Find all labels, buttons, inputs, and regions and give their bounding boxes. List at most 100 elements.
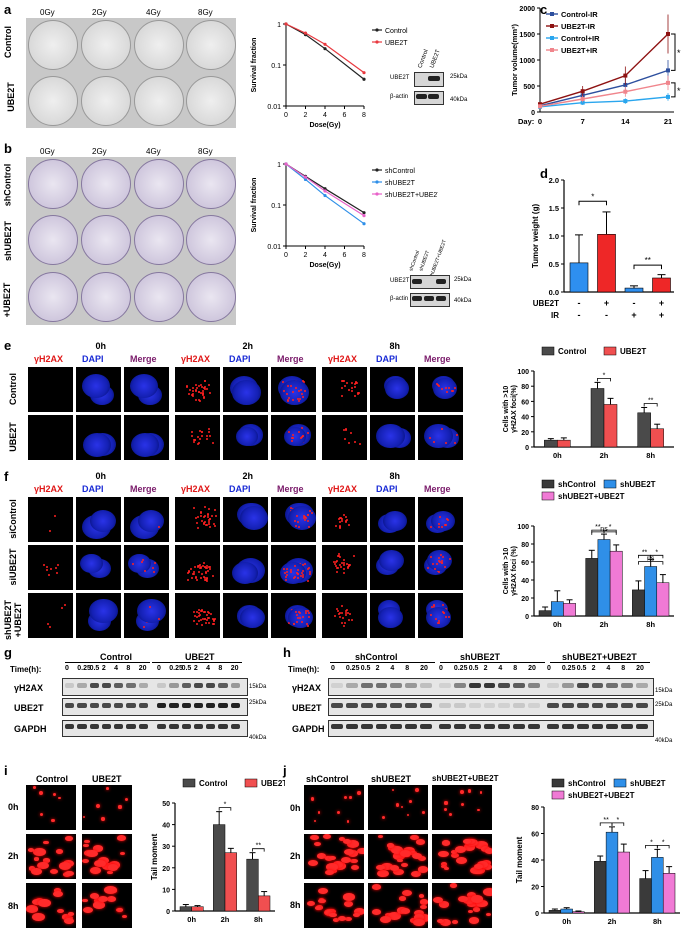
nucleus bbox=[89, 598, 118, 624]
comet-dot bbox=[393, 868, 404, 876]
foci-dot bbox=[339, 526, 342, 529]
sig-mark: * bbox=[603, 372, 606, 379]
group-label: shUBE2T+UBE2T bbox=[562, 652, 637, 662]
comet-dot bbox=[467, 892, 477, 898]
nucleus bbox=[90, 509, 117, 532]
foci-dot bbox=[339, 615, 342, 618]
foci-dot bbox=[212, 622, 215, 625]
chart-a-survival: 1 0.1 0.010 2 4 6 8 Dose(Gy) Survival fraction Co… bbox=[251, 22, 408, 129]
foci-dot bbox=[432, 563, 435, 566]
factor-mark: + bbox=[604, 298, 609, 308]
foci-dot bbox=[427, 567, 430, 569]
foci-dot bbox=[433, 440, 436, 443]
foci-dot bbox=[297, 576, 300, 579]
x-tick-label: 6 bbox=[343, 252, 347, 259]
comet-dot bbox=[325, 863, 338, 871]
x-tick-label: 2 bbox=[304, 112, 308, 119]
foci-dot bbox=[200, 610, 203, 613]
sig-mark: * bbox=[655, 549, 658, 556]
foci-dot bbox=[430, 555, 433, 558]
blot-band bbox=[114, 703, 124, 708]
marker-label: 15kDa bbox=[249, 684, 267, 690]
foci-dot bbox=[207, 427, 210, 430]
blot-band bbox=[101, 703, 112, 708]
foci-dot bbox=[346, 518, 349, 521]
column-label: shUBE2T bbox=[371, 774, 412, 784]
foci-dot bbox=[340, 566, 343, 569]
nucleus bbox=[138, 509, 165, 532]
comet-dot bbox=[463, 839, 471, 845]
foci-dot bbox=[213, 508, 216, 511]
comet-dot bbox=[398, 896, 407, 902]
legend-swatch bbox=[603, 479, 617, 489]
y-tick-label: 0 bbox=[531, 110, 535, 117]
time-point-label: 20 bbox=[528, 665, 536, 672]
sig-bracket bbox=[650, 554, 664, 559]
comet-dot bbox=[38, 790, 43, 795]
microscopy-image bbox=[223, 593, 268, 638]
comet-dot bbox=[485, 912, 492, 917]
data-point bbox=[623, 99, 628, 104]
comet-dot bbox=[64, 918, 74, 925]
comet-dot bbox=[451, 852, 460, 858]
legend-label: UBE2T+IR bbox=[561, 46, 598, 55]
foci-dot bbox=[208, 616, 210, 619]
foci-dot bbox=[143, 569, 146, 572]
channel-label: DAPI bbox=[376, 354, 398, 364]
x-tick-label: 8h bbox=[646, 620, 655, 629]
nucleus bbox=[83, 433, 112, 458]
foci-dot bbox=[197, 609, 200, 612]
foci-dot bbox=[338, 556, 341, 559]
foci-dot bbox=[202, 618, 205, 621]
colony-dish bbox=[81, 159, 131, 209]
foci-dot bbox=[453, 387, 456, 390]
foci-dot bbox=[346, 565, 349, 568]
foci-dot bbox=[202, 564, 205, 567]
comet-dot bbox=[381, 863, 393, 871]
x-tick-label: 0h bbox=[553, 451, 562, 460]
foci-dot bbox=[203, 522, 206, 525]
sig-mark: * bbox=[591, 192, 594, 201]
bar bbox=[594, 861, 607, 914]
blot-band bbox=[621, 683, 634, 688]
comet-dot bbox=[436, 918, 445, 924]
comet-dot bbox=[440, 862, 447, 866]
foci-dot bbox=[299, 574, 302, 577]
foci-dot bbox=[207, 569, 210, 572]
foci-dot bbox=[348, 563, 351, 566]
y-axis-label: Survival fraction bbox=[251, 178, 258, 233]
legend-label: UBE2T-IR bbox=[561, 22, 596, 31]
row-label: UBE2T bbox=[8, 421, 18, 452]
foci-dot bbox=[341, 519, 344, 522]
comet-dot bbox=[34, 857, 40, 861]
sig-mark: * bbox=[617, 817, 620, 824]
comet-dot bbox=[350, 865, 359, 871]
foci-dot bbox=[214, 514, 217, 517]
comet-image bbox=[304, 883, 364, 928]
foci-dot bbox=[283, 390, 286, 393]
comet-dot bbox=[90, 893, 100, 899]
foci-dot bbox=[186, 578, 189, 581]
comet-dot bbox=[101, 817, 105, 821]
comet-dot bbox=[343, 795, 348, 800]
comet-dot bbox=[357, 791, 361, 796]
comet-dot bbox=[387, 843, 395, 848]
legend-marker bbox=[375, 168, 379, 172]
time-point-label: 2 bbox=[375, 665, 380, 672]
comet-dot bbox=[95, 803, 100, 808]
foci-dot bbox=[202, 393, 205, 396]
blot-band bbox=[483, 724, 496, 729]
protein-label: UBE2T bbox=[390, 278, 410, 284]
foci-dot bbox=[205, 567, 208, 570]
foci-dot bbox=[297, 520, 300, 523]
foci-dot bbox=[299, 612, 302, 615]
channel-label: DAPI bbox=[229, 354, 251, 364]
nucleus bbox=[240, 606, 266, 628]
time-point-label: 2 bbox=[193, 665, 198, 672]
sig-mark: ns bbox=[647, 556, 655, 563]
nucleus bbox=[385, 378, 410, 399]
foci-dot bbox=[186, 386, 189, 389]
foci-dot bbox=[203, 388, 206, 391]
sig-mark: ns bbox=[600, 526, 608, 533]
y-tick-label: 1000 bbox=[519, 58, 535, 65]
